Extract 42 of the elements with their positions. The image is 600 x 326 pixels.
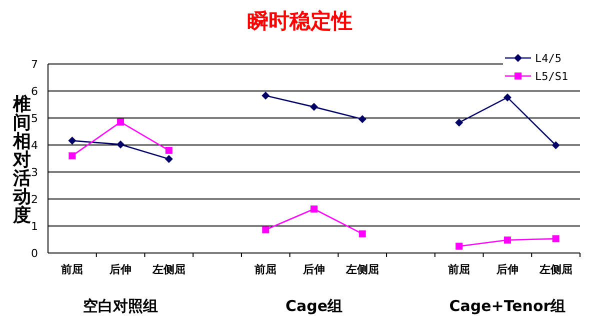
point	[503, 93, 512, 102]
point	[504, 236, 511, 244]
x-tick-label: 后伸	[495, 263, 518, 276]
point	[262, 92, 270, 100]
point	[310, 102, 318, 111]
y-tick-label: 6	[31, 85, 38, 98]
point	[552, 141, 560, 150]
point	[262, 226, 270, 234]
point	[310, 205, 318, 212]
legend-label: L5/S1	[535, 70, 568, 83]
point	[116, 140, 125, 148]
x-tick-label: 前屈	[447, 263, 470, 276]
y-tick-label: 3	[31, 166, 38, 179]
point	[117, 118, 124, 126]
point	[164, 155, 173, 164]
text: Cage+Tenor组	[449, 297, 566, 315]
point	[456, 242, 463, 250]
point	[358, 115, 366, 124]
text: 空白对照组	[83, 297, 158, 315]
legend-label: L4/5	[535, 52, 562, 65]
point	[68, 136, 76, 145]
x-tick-label: 后伸	[302, 263, 325, 276]
point	[358, 230, 366, 238]
x-tick-label: 后伸	[108, 263, 132, 276]
y-tick-label: 2	[31, 193, 38, 206]
y-axis-title: 椎间相对活动度	[12, 94, 31, 226]
point	[165, 146, 172, 154]
y-tick-label: 0	[31, 247, 38, 260]
chart-title: 瞬时稳定性	[248, 9, 352, 33]
point	[68, 152, 76, 160]
text: Cage组	[285, 297, 343, 315]
y-tick-label: 7	[31, 58, 38, 71]
x-tick-label: 左侧屈	[151, 263, 186, 276]
x-tick-label: 前屈	[60, 263, 84, 276]
point	[552, 235, 560, 242]
y-tick-label: 1	[31, 220, 38, 233]
point	[455, 118, 464, 127]
x-tick-label: 左侧屈	[538, 263, 572, 276]
x-tick-label: 左侧屈	[344, 263, 379, 276]
y-tick-label: 4	[31, 139, 38, 152]
x-tick-label: 前屈	[254, 263, 277, 276]
y-tick-label: 5	[31, 112, 38, 125]
